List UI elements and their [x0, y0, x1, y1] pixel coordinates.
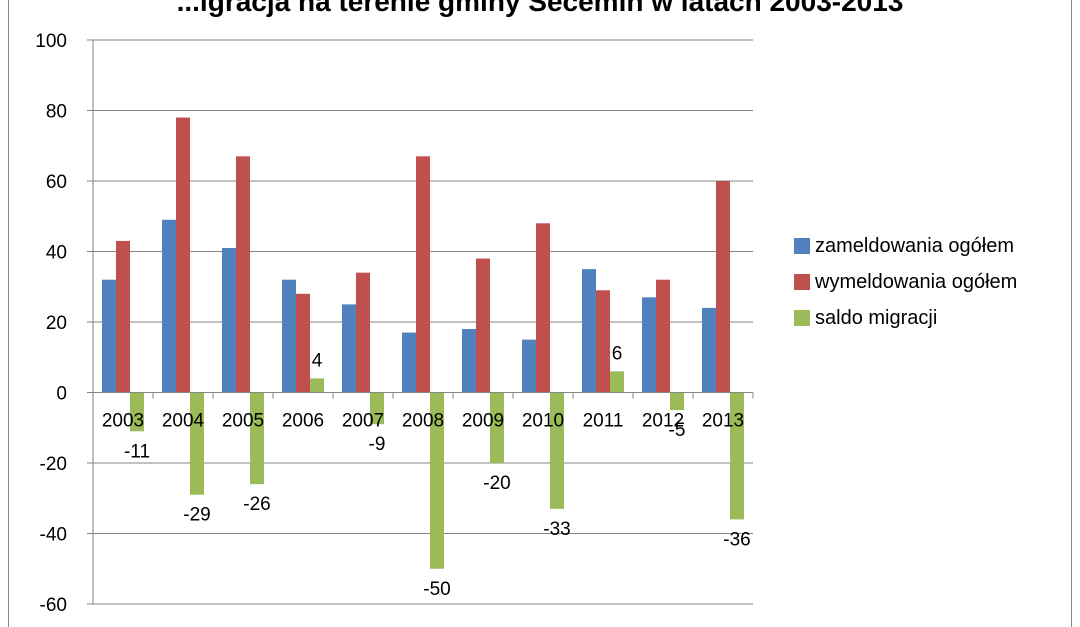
bar	[222, 247, 236, 393]
x-tick-label: 2007	[342, 411, 384, 432]
bar	[490, 392, 504, 463]
data-label: -33	[543, 519, 570, 540]
bar	[282, 279, 296, 393]
bar	[190, 392, 204, 495]
bar	[162, 219, 176, 393]
legend-label: wymeldowania ogółem	[815, 270, 1018, 293]
bar	[370, 392, 384, 425]
legend-swatch	[794, 238, 810, 254]
bar	[670, 392, 684, 411]
y-tick-label: -20	[40, 454, 67, 475]
bar	[416, 156, 430, 393]
x-tick-label: 2008	[402, 411, 444, 432]
x-tick-label: 2006	[282, 411, 324, 432]
bar	[310, 378, 324, 393]
bar	[716, 181, 730, 393]
y-tick-label: 0	[56, 384, 67, 405]
x-tick-label: 2003	[102, 411, 144, 432]
legend: zameldowania ogółem wymeldowania ogółem sa…	[794, 232, 1017, 340]
data-label: -11	[124, 441, 150, 462]
y-tick-label: 80	[46, 102, 67, 123]
legend-item: wymeldowania ogółem	[794, 268, 1017, 296]
data-label: -36	[723, 529, 750, 550]
bar	[596, 290, 610, 393]
data-label: 6	[612, 343, 623, 364]
bar	[130, 392, 144, 432]
legend-item: zameldowania ogółem	[794, 232, 1017, 260]
legend-swatch	[794, 274, 810, 290]
bar	[176, 117, 190, 393]
x-tick-label: 2011	[583, 411, 624, 432]
y-tick-label: -60	[40, 595, 67, 616]
x-tick-label: 2004	[162, 411, 205, 432]
data-label: -20	[483, 473, 510, 494]
x-tick-label: 2005	[222, 411, 264, 432]
bar	[476, 258, 490, 393]
y-tick-label: 60	[46, 172, 67, 193]
bar	[250, 392, 264, 485]
legend-item: saldo migracji	[794, 304, 1017, 332]
bar	[430, 392, 444, 569]
bar	[642, 297, 656, 393]
data-label: -29	[183, 505, 210, 526]
data-label: -5	[669, 420, 686, 441]
bar	[116, 240, 130, 393]
bar	[462, 329, 476, 393]
y-tick-label: 100	[35, 31, 67, 52]
data-label: -50	[423, 579, 450, 600]
y-tick-label: -40	[40, 525, 67, 546]
bar	[610, 371, 624, 393]
x-tick-label: 2010	[522, 411, 564, 432]
legend-swatch	[794, 310, 810, 326]
chart-frame: ...igracja na terenie gminy Secemin w la…	[8, 0, 1072, 627]
chart-title: ...igracja na terenie gminy Secemin w la…	[176, 0, 904, 17]
data-label: -26	[243, 494, 270, 515]
y-tick-label: 20	[46, 313, 67, 334]
data-label: -9	[369, 434, 386, 455]
bar	[702, 307, 716, 393]
bar	[536, 223, 550, 393]
bar	[356, 272, 370, 393]
bar	[296, 293, 310, 393]
y-tick-label: 40	[46, 243, 67, 264]
legend-label: zameldowania ogółem	[815, 234, 1015, 257]
bar	[402, 332, 416, 393]
bar	[342, 304, 356, 393]
bar	[656, 279, 670, 393]
bar	[550, 392, 564, 509]
bar	[102, 279, 116, 393]
bar	[730, 392, 744, 520]
bar	[522, 339, 536, 393]
x-tick-label: 2012	[642, 411, 684, 432]
x-tick-label: 2013	[702, 411, 744, 432]
data-label: 4	[312, 350, 323, 371]
x-tick-label: 2009	[462, 411, 504, 432]
bar	[582, 269, 596, 393]
legend-label: saldo migracji	[815, 306, 938, 329]
bar	[236, 156, 250, 393]
